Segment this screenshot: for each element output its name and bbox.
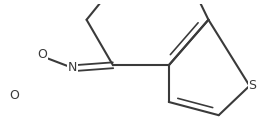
Text: S: S: [248, 79, 256, 92]
Text: O: O: [10, 89, 20, 102]
Text: N: N: [68, 61, 77, 74]
Text: O: O: [37, 48, 47, 61]
